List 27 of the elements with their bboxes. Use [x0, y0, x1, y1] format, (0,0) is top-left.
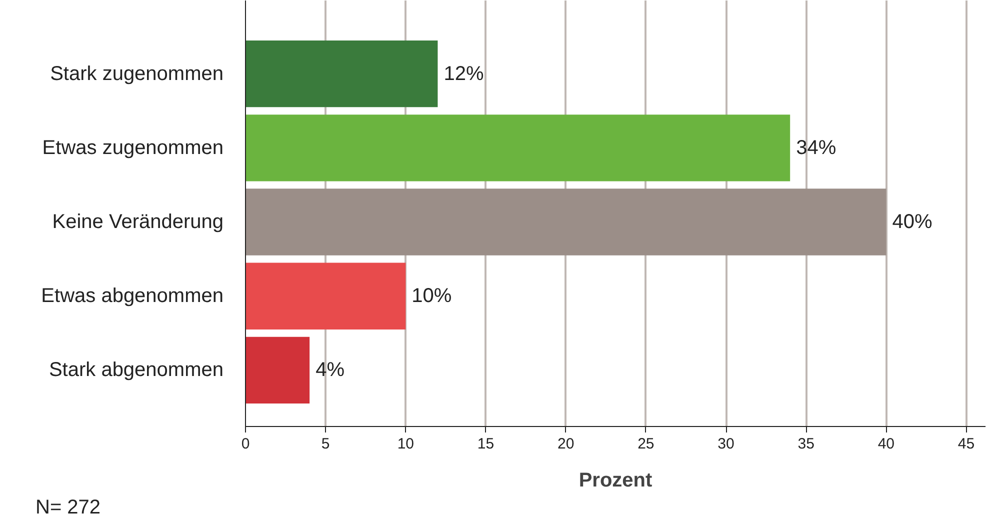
- x-tick-label: 30: [718, 436, 734, 452]
- data-label: 10%: [412, 285, 452, 308]
- x-tick-label: 20: [558, 436, 574, 452]
- data-label: 34%: [796, 136, 836, 159]
- x-axis-title: Prozent: [578, 470, 653, 492]
- data-label: 4%: [316, 359, 345, 382]
- x-tick-label: 15: [477, 436, 494, 452]
- x-tick-label: 10: [397, 436, 414, 452]
- x-tick-label: 5: [321, 436, 330, 452]
- data-label: 40%: [892, 211, 932, 234]
- x-tick-label: 45: [958, 436, 975, 452]
- bar: [246, 188, 886, 256]
- data-label: 12%: [444, 62, 484, 85]
- y-tick-label: Etwas abgenommen: [41, 285, 224, 308]
- x-tick-label: 0: [241, 436, 250, 452]
- bar: [246, 262, 406, 330]
- y-tick-label: Stark zugenommen: [50, 62, 224, 85]
- y-tick-label: Stark abgenommen: [48, 359, 224, 382]
- x-tick-label: 25: [638, 436, 654, 452]
- y-tick-label: Keine Veränderung: [52, 211, 224, 234]
- y-tick-label: Etwas zugenommen: [42, 136, 224, 159]
- bar: [246, 336, 310, 404]
- x-tick-label: 40: [878, 436, 895, 452]
- x-tick-label: 35: [798, 436, 814, 452]
- bar: [246, 114, 790, 182]
- bar: [246, 40, 438, 108]
- text: N= 272: [36, 496, 101, 518]
